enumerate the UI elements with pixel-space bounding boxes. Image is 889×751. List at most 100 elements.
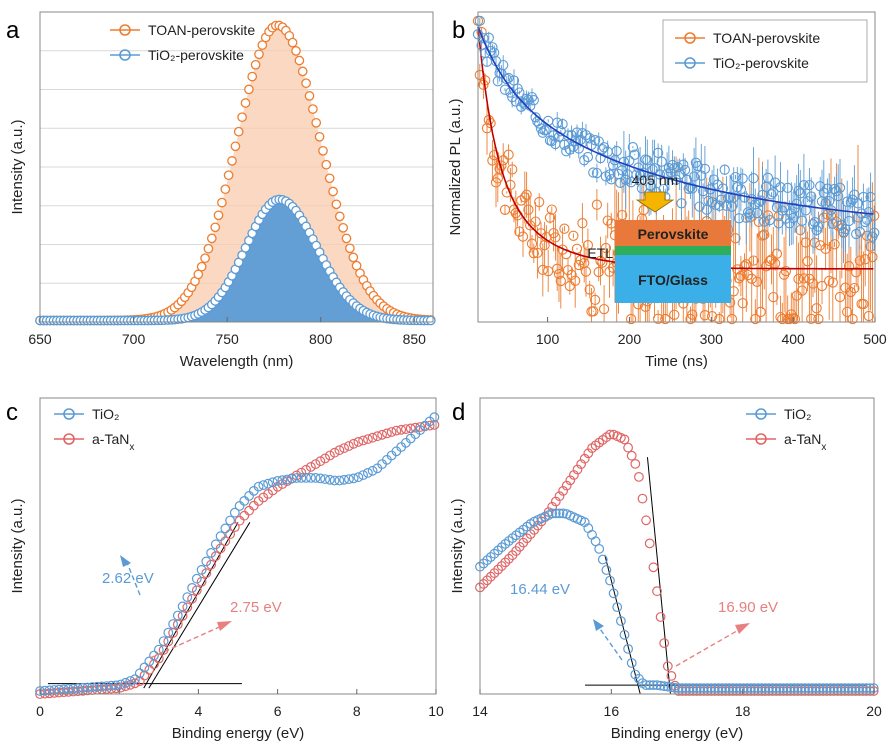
data-point	[597, 554, 608, 565]
data-point	[713, 683, 724, 693]
data-point	[760, 261, 772, 272]
data-point	[487, 155, 498, 166]
data-point	[582, 240, 594, 251]
data-point	[771, 202, 783, 213]
data-point	[827, 277, 838, 288]
data-point	[847, 194, 858, 205]
data-point	[229, 507, 240, 518]
data-point	[149, 650, 159, 661]
data-point	[523, 94, 534, 105]
data-point	[760, 683, 771, 693]
data-point	[496, 542, 507, 553]
data-point	[358, 470, 369, 481]
data-point	[602, 215, 613, 226]
data-point	[768, 187, 779, 198]
y-axis-label: Intensity (a.u.)	[9, 498, 26, 593]
annotation-arrow	[597, 625, 623, 661]
legend-marker	[755, 433, 767, 445]
data-point	[691, 683, 702, 693]
data-point	[724, 683, 735, 693]
data-point	[829, 683, 839, 693]
data-point	[401, 424, 411, 435]
x-tick-label: 20	[866, 703, 882, 719]
data-point	[626, 658, 637, 668]
data-point	[306, 473, 316, 483]
data-point	[737, 173, 748, 184]
plot-frame	[477, 11, 876, 323]
legend-marker	[755, 408, 767, 420]
data-point	[68, 683, 79, 694]
data-point	[717, 183, 729, 194]
data-point	[240, 98, 251, 108]
data-point	[685, 313, 696, 325]
data-point	[782, 182, 793, 194]
data-point	[741, 212, 752, 223]
data-point	[572, 464, 583, 475]
plot-frame	[39, 11, 434, 323]
legend-label-subscript: x	[821, 442, 826, 453]
data-point	[607, 160, 619, 171]
inset-excitation-label: 405 nm	[632, 172, 679, 188]
data-point	[334, 211, 345, 222]
data-point	[696, 170, 707, 181]
panel-b: 405 nm Perovskite ETL FTO/Glass 100 200 300 400…	[447, 11, 887, 370]
data-point	[807, 683, 818, 693]
legend-marker	[119, 24, 131, 36]
data-point	[655, 612, 666, 622]
data-point	[717, 683, 727, 693]
data-point	[638, 204, 649, 216]
data-point	[525, 220, 536, 231]
data-point	[771, 248, 783, 259]
data-point	[715, 194, 727, 205]
data-point	[254, 49, 264, 60]
data-point	[756, 683, 767, 693]
data-point	[644, 538, 655, 549]
data-point	[857, 683, 868, 693]
arrow-up-icon	[735, 623, 750, 634]
data-point	[526, 91, 538, 103]
data-point	[820, 243, 831, 255]
data-point	[348, 473, 359, 484]
data-point	[505, 179, 516, 191]
data-point	[377, 429, 388, 440]
data-point	[120, 677, 131, 688]
data-point	[248, 500, 259, 511]
data-point	[544, 212, 556, 223]
data-point	[493, 545, 504, 556]
legend-marker	[63, 408, 75, 420]
data-point	[382, 428, 392, 439]
data-point	[111, 680, 121, 691]
data-point	[845, 286, 856, 298]
data-point	[546, 204, 557, 215]
data-point	[825, 683, 836, 693]
arrow-up-icon	[217, 621, 232, 631]
data-point	[168, 619, 179, 629]
data-point	[568, 230, 579, 241]
data-point	[854, 226, 865, 237]
data-point	[367, 432, 378, 443]
x-tick-label: 10	[428, 703, 444, 719]
data-point	[768, 291, 779, 303]
data-point	[334, 475, 345, 486]
data-point	[767, 683, 778, 693]
data-point	[215, 531, 226, 542]
data-point	[612, 602, 623, 612]
data-point	[605, 429, 615, 440]
x-tick-label: 6	[274, 703, 282, 719]
data-point	[130, 674, 140, 685]
data-point	[692, 160, 703, 172]
data-point	[552, 263, 563, 274]
data-point	[620, 174, 631, 185]
data-point	[673, 683, 684, 693]
data-point	[396, 424, 407, 435]
data-point	[694, 201, 705, 212]
data-point	[720, 683, 731, 693]
data-point	[724, 191, 736, 202]
data-point	[615, 177, 626, 189]
data-point	[516, 195, 527, 206]
data-point	[588, 306, 599, 317]
data-point	[339, 443, 350, 454]
data-point	[597, 144, 608, 155]
data-point	[869, 227, 880, 238]
data-point	[559, 223, 570, 234]
